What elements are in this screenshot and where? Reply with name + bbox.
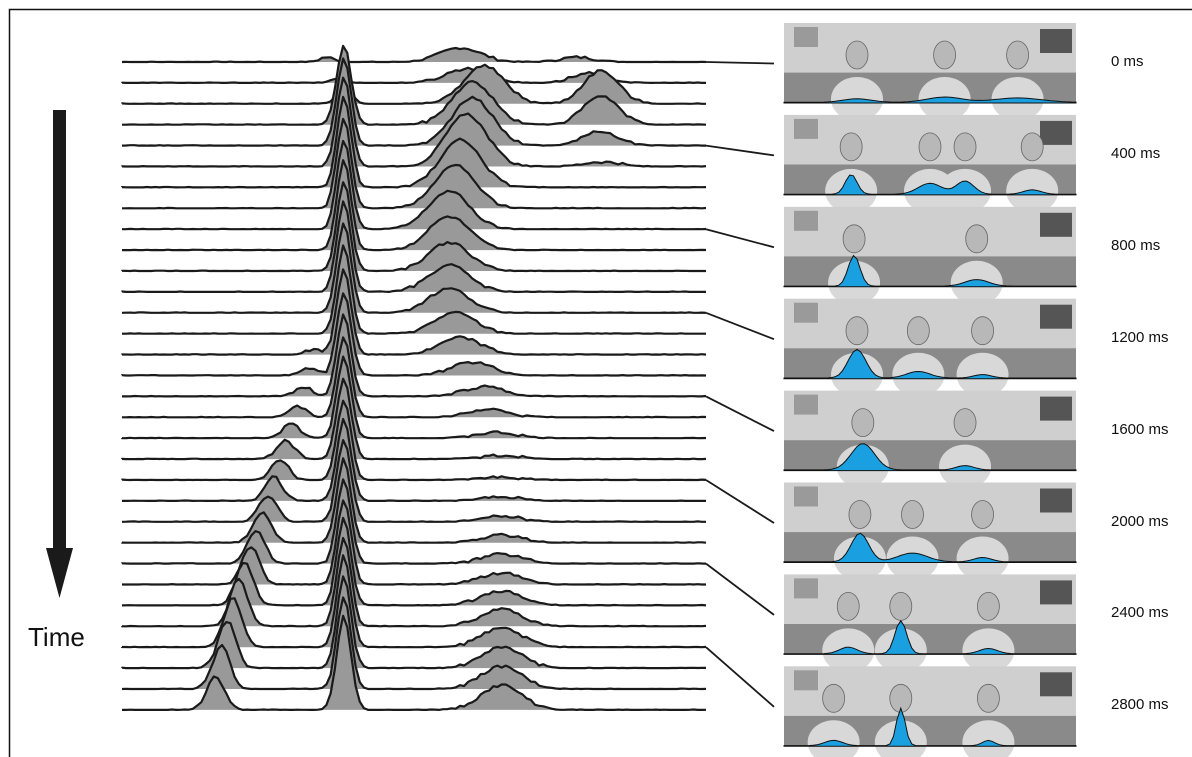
frame-thumbnail-6 — [784, 574, 1076, 672]
profile-line-1 — [122, 68, 706, 83]
profile-fill-26 — [122, 518, 706, 606]
person-head — [907, 317, 929, 345]
person-head — [849, 501, 871, 529]
frame-time-label: 2800 ms — [1111, 696, 1169, 713]
thumbnail-wall-poster — [794, 27, 818, 47]
person-head — [837, 592, 859, 620]
frame-time-label: 1600 ms — [1111, 421, 1169, 438]
profile-line-19 — [122, 379, 706, 459]
video-frame-thumbnails — [784, 23, 1076, 757]
connector-line-2 — [706, 229, 774, 247]
profile-fill-19 — [122, 379, 706, 459]
frame-connector-lines — [706, 62, 774, 707]
person-head — [901, 501, 923, 529]
frame-time-label: 1200 ms — [1111, 329, 1169, 346]
person-head — [919, 133, 941, 161]
profile-fill-30 — [122, 598, 706, 690]
connector-line-1 — [706, 146, 774, 156]
thumbnail-floor — [784, 256, 1076, 286]
thumbnail-shelf — [1040, 397, 1072, 421]
profile-fill-29 — [122, 576, 706, 668]
thumbnail-wall-poster — [794, 119, 818, 139]
person-head — [954, 409, 976, 437]
thumbnail-shelf — [1040, 672, 1072, 696]
frame-thumbnail-1 — [784, 115, 1076, 213]
person-head — [1021, 133, 1043, 161]
profile-fill-17 — [122, 337, 706, 417]
frame-thumbnail-3 — [784, 299, 1076, 397]
person-head — [966, 225, 988, 253]
frame-time-label: 0 ms — [1111, 53, 1144, 70]
profile-fill-27 — [122, 538, 706, 626]
person-head — [1007, 41, 1029, 69]
connector-line-0 — [706, 62, 774, 64]
profile-line-20 — [122, 401, 706, 480]
person-head — [843, 225, 865, 253]
thumbnail-wall-poster — [794, 211, 818, 231]
profile-line-27 — [122, 538, 706, 626]
thumbnail-shelf — [1040, 489, 1072, 513]
thumbnail-shelf — [1040, 121, 1072, 145]
frame-thumbnail-4 — [784, 391, 1076, 489]
thumbnail-wall-poster — [794, 303, 818, 323]
person-head — [846, 41, 868, 69]
profile-line-29 — [122, 576, 706, 668]
person-head — [846, 317, 868, 345]
person-head — [934, 41, 956, 69]
frame-thumbnail-2 — [784, 207, 1076, 305]
connector-line-5 — [706, 480, 774, 523]
thumbnail-shelf — [1040, 213, 1072, 237]
frame-time-label: 400 ms — [1111, 145, 1160, 162]
person-head — [852, 409, 874, 437]
thumbnail-wall-poster — [794, 578, 818, 598]
profile-fill-20 — [122, 401, 706, 480]
person-head — [840, 133, 862, 161]
person-head — [977, 592, 999, 620]
profile-line-17 — [122, 337, 706, 417]
person-head — [972, 501, 994, 529]
time-axis-label: Time — [28, 622, 85, 653]
frame-time-label: 2400 ms — [1111, 604, 1169, 621]
person-head — [977, 684, 999, 712]
connector-line-4 — [706, 396, 774, 431]
profile-line-26 — [122, 518, 706, 606]
profile-line-28 — [122, 555, 706, 647]
thumbnail-shelf — [1040, 29, 1072, 53]
time-profile-stack — [122, 46, 706, 710]
person-head — [972, 317, 994, 345]
frame-time-label: 2000 ms — [1111, 513, 1169, 530]
profile-line-0 — [122, 48, 706, 62]
person-head — [823, 684, 845, 712]
frame-thumbnail-5 — [784, 483, 1076, 581]
thumbnail-shelf — [1040, 305, 1072, 329]
time-arrow-head — [46, 548, 73, 598]
time-arrow — [46, 110, 73, 598]
thumbnail-wall-poster — [794, 395, 818, 415]
thumbnail-wall-poster — [794, 487, 818, 507]
connector-line-3 — [706, 313, 774, 339]
person-head — [954, 133, 976, 161]
person-head — [890, 592, 912, 620]
frame-thumbnail-7 — [784, 666, 1076, 757]
thumbnail-shelf — [1040, 580, 1072, 604]
thumbnail-floor — [784, 440, 1076, 470]
thumbnail-wall-poster — [794, 670, 818, 690]
profile-fill-28 — [122, 555, 706, 647]
time-arrow-shaft — [53, 110, 66, 550]
frame-time-label: 800 ms — [1111, 237, 1160, 254]
connector-line-6 — [706, 564, 774, 615]
connector-line-7 — [706, 647, 774, 707]
frame-thumbnail-0 — [784, 23, 1076, 121]
